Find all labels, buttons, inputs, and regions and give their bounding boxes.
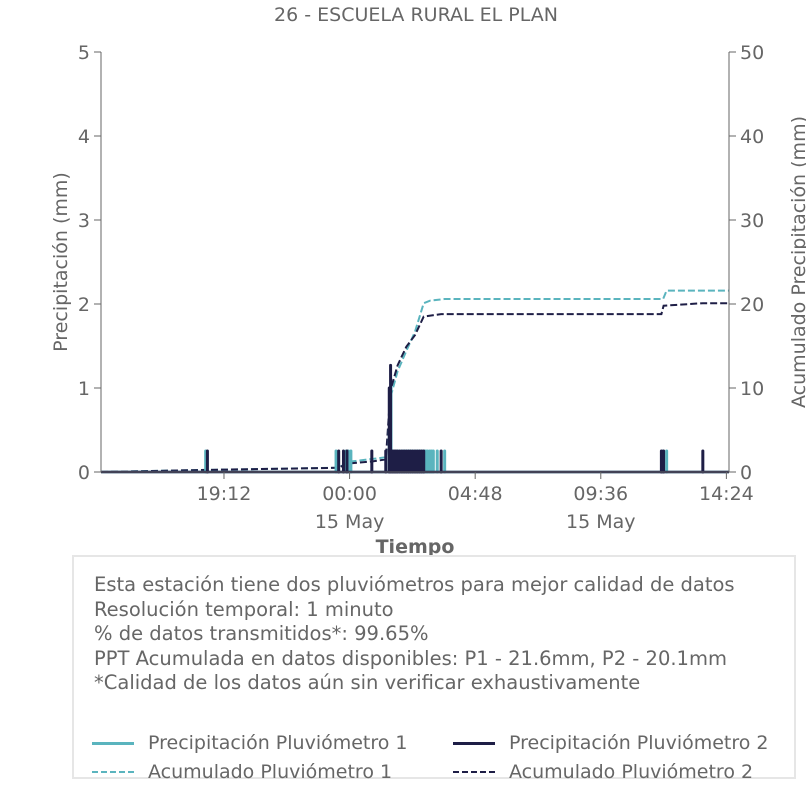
x-tick-label: 19:12 (197, 483, 252, 505)
x-tick-label: 14:24 (699, 483, 754, 505)
info-line: Resolución temporal: 1 minuto (94, 597, 394, 621)
cumulative-line (100, 289, 729, 473)
chart-title: 26 - ESCUELA RURAL EL PLAN (274, 4, 558, 26)
info-text: Esta estación tiene dos pluviómetros par… (94, 573, 735, 696)
y2-tick-label: 10 (740, 378, 764, 400)
info-line: *Calidad de los datos aún sin verificar … (94, 671, 641, 694)
info-box: Esta estación tiene dos pluviómetros par… (72, 555, 796, 783)
y2-tick-label: 30 (740, 210, 764, 232)
legend-swatch (453, 771, 495, 773)
y-tick-label: 2 (78, 294, 90, 316)
x-tick-date-label: 15 May (315, 511, 385, 533)
x-axis-label: Tiempo (376, 536, 455, 558)
legend-label: Acumulado Pluviómetro 2 (509, 761, 754, 783)
x-tick-label: 04:48 (448, 483, 503, 505)
y2-tick-label: 0 (740, 462, 752, 484)
legend-item-a1: Acumulado Pluviómetro 1 (92, 760, 392, 784)
y-tick-label: 0 (78, 462, 90, 484)
legend-label: Precipitación Pluviómetro 2 (509, 732, 769, 754)
info-line: PPT Acumulada en datos disponibles: P1 -… (94, 646, 727, 670)
x-tick-label: 00:00 (322, 483, 377, 505)
y-tick-label: 3 (78, 210, 90, 232)
x-tick-label: 09:36 (573, 483, 628, 505)
y2-tick-label: 20 (740, 294, 764, 316)
legend-item-p2: Precipitación Pluviómetro 2 (453, 731, 769, 755)
plot-area (100, 289, 729, 474)
y-axis-label: Precipitación (mm) (50, 172, 72, 352)
info-line: % de datos transmitidos*: 99.65% (94, 622, 429, 645)
y-tick-label: 4 (78, 126, 90, 148)
legend-swatch (92, 771, 134, 773)
legend-item-p1: Precipitación Pluviómetro 1 (92, 731, 408, 755)
x-tick-date-label: 15 May (566, 511, 636, 533)
y2-axis-label: Acumulado Precipitación (mm) (788, 116, 806, 408)
y-tick-label: 5 (78, 42, 90, 64)
y-tick-label: 1 (78, 378, 90, 400)
y2-tick-label: 50 (740, 42, 764, 64)
legend-item-a2: Acumulado Pluviómetro 2 (453, 760, 753, 784)
y2-tick-label: 40 (740, 126, 764, 148)
legend-swatch (92, 741, 134, 745)
info-line: Esta estación tiene dos pluviómetros par… (94, 573, 735, 596)
legend-swatch (453, 741, 495, 745)
legend-label: Precipitación Pluviómetro 1 (148, 732, 408, 754)
legend-label: Acumulado Pluviómetro 1 (148, 761, 393, 783)
